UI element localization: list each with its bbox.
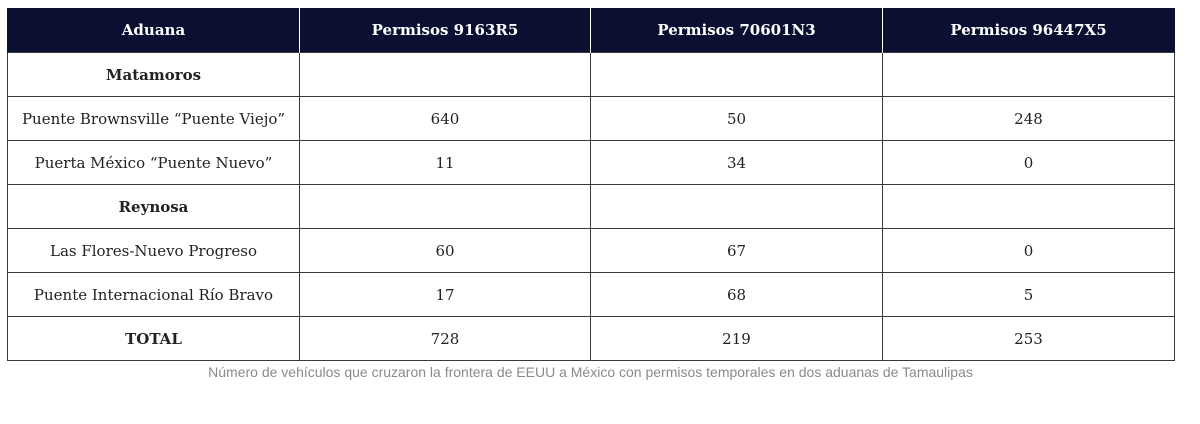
table-row-group-reynosa: Reynosa bbox=[7, 184, 1175, 229]
total-cell: 253 bbox=[882, 316, 1175, 361]
table-cell: 50 bbox=[590, 96, 883, 141]
table-cell: 17 bbox=[299, 272, 591, 317]
table-row: Puente Internacional Río Bravo 17 68 5 bbox=[7, 272, 1175, 317]
aduana-name-cell: Las Flores-Nuevo Progreso bbox=[7, 228, 300, 273]
table-cell: 60 bbox=[299, 228, 591, 273]
aduana-name-cell: Puente Internacional Río Bravo bbox=[7, 272, 300, 317]
table-cell: 67 bbox=[590, 228, 883, 273]
header-aduana: Aduana bbox=[7, 8, 300, 53]
permits-table: Aduana Permisos 9163R5 Permisos 70601N3 … bbox=[7, 8, 1175, 361]
table-header-row: Aduana Permisos 9163R5 Permisos 70601N3 … bbox=[7, 8, 1175, 53]
table-cell bbox=[590, 52, 883, 97]
table-cell: 34 bbox=[590, 140, 883, 185]
total-cell: 728 bbox=[299, 316, 591, 361]
table-cell bbox=[882, 52, 1175, 97]
header-permisos-96447x5: Permisos 96447X5 bbox=[882, 8, 1175, 53]
table-cell: 640 bbox=[299, 96, 591, 141]
header-permisos-70601n3: Permisos 70601N3 bbox=[590, 8, 883, 53]
group-label-reynosa: Reynosa bbox=[7, 184, 300, 229]
table-row: Las Flores-Nuevo Progreso 60 67 0 bbox=[7, 228, 1175, 273]
table-row-group-matamoros: Matamoros bbox=[7, 52, 1175, 97]
table-cell: 0 bbox=[882, 140, 1175, 185]
permits-table-container: Aduana Permisos 9163R5 Permisos 70601N3 … bbox=[7, 8, 1175, 361]
table-cell: 5 bbox=[882, 272, 1175, 317]
table-cell: 0 bbox=[882, 228, 1175, 273]
total-cell: 219 bbox=[590, 316, 883, 361]
table-cell: 248 bbox=[882, 96, 1175, 141]
aduana-name-cell: Puerta México “Puente Nuevo” bbox=[7, 140, 300, 185]
table-cell bbox=[590, 184, 883, 229]
group-label-matamoros: Matamoros bbox=[7, 52, 300, 97]
total-label: TOTAL bbox=[7, 316, 300, 361]
aduana-name-cell: Puente Brownsville “Puente Viejo” bbox=[7, 96, 300, 141]
header-permisos-9163r5: Permisos 9163R5 bbox=[299, 8, 591, 53]
table-cell bbox=[299, 52, 591, 97]
table-row: Puerta México “Puente Nuevo” 11 34 0 bbox=[7, 140, 1175, 185]
table-cell: 11 bbox=[299, 140, 591, 185]
table-caption: Número de vehículos que cruzaron la fron… bbox=[208, 364, 973, 380]
table-row: Puente Brownsville “Puente Viejo” 640 50… bbox=[7, 96, 1175, 141]
table-row-total: TOTAL 728 219 253 bbox=[7, 316, 1175, 361]
table-cell bbox=[882, 184, 1175, 229]
table-cell bbox=[299, 184, 591, 229]
table-cell: 68 bbox=[590, 272, 883, 317]
